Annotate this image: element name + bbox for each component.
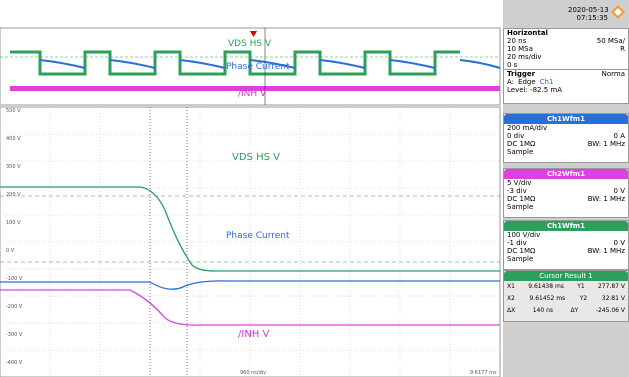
cell: DC 1MΩ (507, 247, 536, 255)
y-tick-label: -300 V (6, 332, 23, 338)
cell: 9.61452 ms (529, 295, 566, 302)
horizontal-row: 20 ns 50 MSa/ (504, 37, 628, 45)
horizontal-row: 0 s (504, 61, 628, 69)
cursor-panel[interactable]: Cursor Result 1 X1 9.61438 ms Y1 277.87 V X2… (503, 270, 629, 322)
cursor-row: ΔX 140 ns ΔY -245.06 V (504, 305, 628, 317)
y-tick-labels: 500 V 400 V 300 V 200 V 100 V 0 V -100 V -200 V… (6, 108, 23, 366)
cell: 0 V (613, 187, 625, 195)
cell: Y1 (577, 283, 585, 290)
cell: X1 (507, 283, 515, 290)
y-tick-label: -200 V (6, 304, 23, 310)
vds-label: VDS HS V (232, 152, 280, 163)
cell: ΔY (570, 307, 579, 314)
position: 9.6177 ms (470, 370, 497, 376)
cell: DC 1MΩ (507, 195, 536, 203)
y-tick-label: 200 V (6, 192, 21, 198)
cell: 50 MSa/ (596, 37, 625, 45)
cell: BW: 1 MHz (587, 247, 625, 255)
y-tick-label: 400 V (6, 136, 21, 142)
cell: X2 (507, 295, 515, 302)
channel-row: Sample (504, 203, 628, 211)
channel-row: 5 V/div (504, 179, 628, 187)
y-tick-label: 0 V (6, 248, 15, 254)
cell: R (620, 45, 625, 53)
cell: 32.81 V (601, 295, 625, 302)
trigger-edge: Edge (518, 78, 536, 86)
cell: BW: 1 MHz (587, 195, 625, 203)
cell: ΔX (507, 307, 516, 314)
channel-panel[interactable]: Ch1Wfm1 200 mA/div 0 div 0 A DC 1MΩ BW: 1 MHz… (503, 113, 629, 163)
zoom-waves (0, 107, 500, 377)
cell: 0 V (613, 239, 625, 247)
channel-title: Ch2Wfm1 (504, 169, 628, 179)
overview-inh-label: /INH V (238, 89, 267, 99)
cell: 277.87 V (597, 283, 625, 290)
cell: 100 V/div (507, 231, 541, 239)
overview-waves (0, 28, 501, 105)
cell: 9.61438 ms (528, 283, 564, 290)
channel-row: Sample (504, 255, 628, 263)
cell: 20 ns (507, 37, 527, 45)
overview-phase-label: Phase Current (226, 62, 290, 72)
cell: 20 ms/div (507, 53, 542, 61)
trigger-mode: Norma (601, 70, 625, 78)
cell: -3 div (507, 187, 527, 195)
overview-vds-label: VDS HS V (228, 39, 272, 49)
cell: 5 V/div (507, 179, 532, 187)
horizontal-row: 10 MSa R (504, 45, 628, 53)
inh-label: /INH V (238, 329, 269, 340)
cell: BW: 1 MHz (587, 140, 625, 148)
y-tick-label: 500 V (6, 108, 21, 114)
trigger-title: Trigger (507, 70, 536, 78)
phase-label: Phase Current (226, 231, 290, 241)
cell: Sample (507, 148, 534, 156)
cell: -245.06 V (595, 307, 625, 314)
channel-row: DC 1MΩ BW: 1 MHz (504, 247, 628, 255)
cell: Sample (507, 203, 534, 211)
trigger-source: A: (507, 78, 515, 86)
trigger-level: Level: -82.5 mA (507, 86, 563, 94)
channel-title: Ch1Wfm1 (504, 221, 628, 231)
cell: 0 div (507, 132, 525, 140)
cell: 10 MSa (507, 45, 533, 53)
cell: -1 div (507, 239, 527, 247)
cell: 140 ns (532, 307, 554, 314)
cursor-row: X1 9.61438 ms Y1 277.87 V (504, 281, 628, 293)
channel-row: 200 mA/div (504, 124, 628, 132)
horizontal-row: 20 ms/div (504, 53, 628, 61)
waveform-area: 500 V 400 V 300 V 200 V 100 V 0 V -100 V -200 V… (0, 27, 501, 377)
y-tick-label: 300 V (6, 164, 21, 170)
cell: DC 1MΩ (507, 140, 536, 148)
channel-row: -3 div 0 V (504, 187, 628, 195)
channel-row: DC 1MΩ BW: 1 MHz (504, 140, 628, 148)
cell: 0 A (613, 132, 625, 140)
cell: 200 mA/div (507, 124, 548, 132)
channel-panel[interactable]: Ch1Wfm1 100 V/div -1 div 0 V DC 1MΩ BW: 1 MHz… (503, 220, 629, 270)
channel-title: Ch1Wfm1 (504, 114, 628, 124)
panel-title: Horizontal (507, 29, 548, 37)
channel-row: -1 div 0 V (504, 239, 628, 247)
horizontal-panel[interactable]: Horizontal 20 ns 50 MSa/10 MSa R 20 ms/div 0… (503, 28, 629, 104)
channel-panel[interactable]: Ch2Wfm1 5 V/div -3 div 0 V DC 1MΩ BW: 1 MHz Sa… (503, 168, 629, 218)
cell: 0 s (507, 61, 518, 69)
cell: Y2 (579, 295, 588, 302)
time: 07:15:35 (576, 14, 608, 22)
channel-row: 100 V/div (504, 231, 628, 239)
y-tick-label: -100 V (6, 276, 23, 282)
logo (611, 5, 625, 19)
cell: Sample (507, 255, 534, 263)
date: 2020-05-13 (568, 6, 609, 14)
cursor-title: Cursor Result 1 (504, 271, 628, 281)
timebase: 960 ns/div (240, 370, 266, 376)
cursor-row: X2 9.61452 ms Y2 32.81 V (504, 293, 628, 305)
y-tick-label: -400 V (6, 360, 23, 366)
channel-row: 0 div 0 A (504, 132, 628, 140)
channel-row: DC 1MΩ BW: 1 MHz (504, 195, 628, 203)
y-tick-label: 100 V (6, 220, 21, 226)
trigger-channel: Ch1 (539, 78, 554, 86)
clock: 2020-05-13 07:15:35 (568, 6, 609, 22)
channel-row: Sample (504, 148, 628, 156)
